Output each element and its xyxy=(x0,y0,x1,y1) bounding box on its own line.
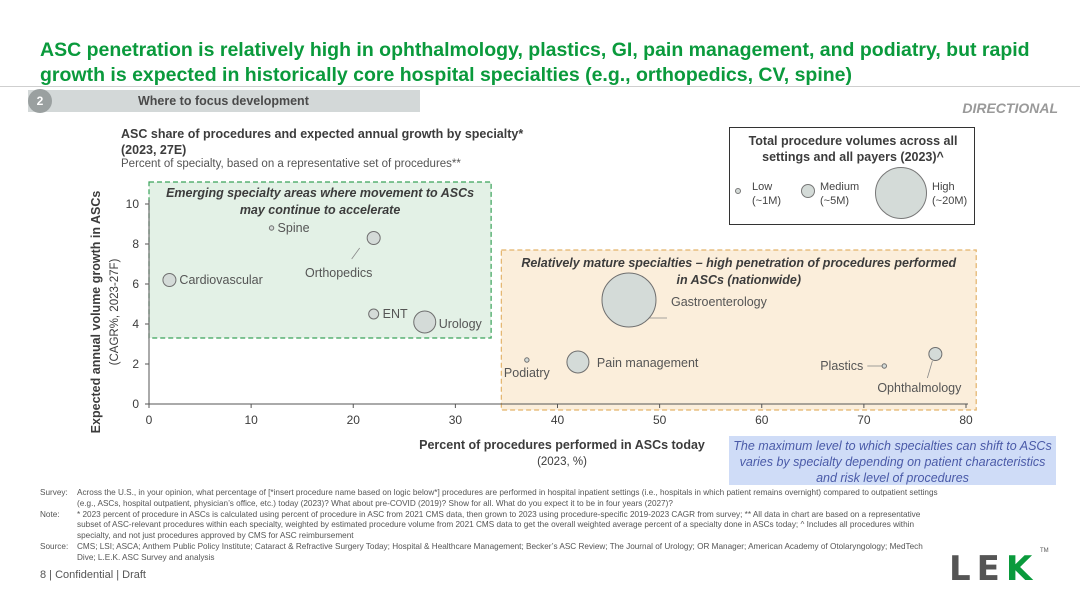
x-tick-label: 50 xyxy=(653,413,667,427)
x-axis-subtitle: (2023, %) xyxy=(537,456,587,468)
footnote-note: Note: * 2023 percent of procedure in ASCs… xyxy=(40,509,921,541)
bubble-label-pain-management: Pain management xyxy=(597,356,699,370)
legend-medium-bubble xyxy=(801,184,815,198)
region-emerging-label-line1: Emerging specialty areas where movement … xyxy=(166,186,474,200)
y-tick-label: 10 xyxy=(126,197,140,211)
bubble-ophthalmology xyxy=(928,347,943,361)
callout-note: The maximum level to which specialties c… xyxy=(729,436,1056,485)
bubble-podiatry xyxy=(524,357,530,363)
bubble-plastics xyxy=(881,363,887,369)
bubble-cardiovascular xyxy=(162,273,177,287)
lek-logo: LEK xyxy=(949,549,1039,589)
chart-title: ASC share of procedures and expected ann… xyxy=(121,126,523,158)
chart-title-line2: (2023, 27E) xyxy=(121,143,187,157)
y-axis-title: Expected annual volume growth in ASCs xyxy=(89,191,103,434)
x-tick-label: 10 xyxy=(244,413,258,427)
page-footer: 8 | Confidential | Draft xyxy=(40,569,146,581)
bubble-label-plastics: Plastics xyxy=(820,359,863,373)
bubble-label-spine: Spine xyxy=(278,221,310,235)
footnote-survey: Survey: Across the U.S., in your opinion,… xyxy=(40,488,938,508)
legend-low-label: Low (~1M) xyxy=(752,181,782,207)
leader-line-orthopedics xyxy=(351,247,360,260)
bubble-label-podiatry: Podiatry xyxy=(504,366,551,380)
legend-title: Total procedure volumes across all setti… xyxy=(748,134,958,164)
slide-headline: ASC penetration is relatively high in op… xyxy=(40,39,1030,86)
legend-low-bubble xyxy=(735,188,741,194)
region-mature-label-line1: Relatively mature specialties – high pen… xyxy=(521,256,956,270)
y-tick-label: 0 xyxy=(132,397,139,411)
region-emerging xyxy=(148,181,492,339)
y-axis-subtitle: (CAGR%, 2023-27F) xyxy=(109,258,121,365)
leader-line-ophthalmology xyxy=(926,360,933,379)
header-divider xyxy=(0,86,1080,87)
section-bar xyxy=(28,90,420,112)
legend-high-bubble xyxy=(875,167,927,219)
bubble-urology xyxy=(413,310,437,334)
x-tick-label: 20 xyxy=(347,413,361,427)
x-tick-label: 0 xyxy=(146,413,153,427)
x-tick-label: 80 xyxy=(959,413,973,427)
bubble-gastroenterology xyxy=(601,272,657,328)
x-tick-label: 60 xyxy=(755,413,769,427)
bubble-label-cardiovascular: Cardiovascular xyxy=(179,273,262,287)
directional-tag: DIRECTIONAL xyxy=(962,100,1058,116)
legend-high-label: High (~20M) xyxy=(932,181,968,207)
legend-medium-label: Medium (~5M) xyxy=(820,181,860,207)
x-axis-title: Percent of procedures performed in ASCs … xyxy=(419,438,705,452)
footnotes: Survey: Across the U.S., in your opinion,… xyxy=(40,488,940,564)
bubble-spine xyxy=(268,225,275,231)
x-tick-label: 30 xyxy=(449,413,463,427)
bubble-label-orthopedics: Orthopedics xyxy=(305,266,372,280)
bubble-label-urology: Urology xyxy=(439,317,483,331)
volume-legend: Total procedure volumes across all setti… xyxy=(729,127,975,225)
y-tick-label: 8 xyxy=(132,237,139,251)
chart-subtitle: Percent of specialty, based on a represe… xyxy=(121,158,461,170)
x-tick-label: 70 xyxy=(857,413,871,427)
logo-trademark: TM xyxy=(1040,548,1049,554)
bubble-orthopedics xyxy=(366,231,381,245)
section-number: 2 xyxy=(28,89,52,113)
region-emerging-label-line2: may continue to accelerate xyxy=(240,203,401,217)
bubble-label-ent: ENT xyxy=(383,307,408,321)
y-tick-label: 4 xyxy=(132,317,139,331)
y-tick-label: 2 xyxy=(132,357,139,371)
region-mature xyxy=(500,249,977,411)
bubble-ent xyxy=(368,308,380,320)
y-tick-label: 6 xyxy=(132,277,139,291)
region-mature-label-line2: in ASCs (nationwide) xyxy=(676,273,801,287)
bubble-label-gastroenterology: Gastroenterology xyxy=(671,295,768,309)
footnote-source: Source: CMS; LSI; ASCA; Anthem Public Pol… xyxy=(40,541,923,562)
bubble-label-ophthalmology: Ophthalmology xyxy=(877,381,962,395)
bubble-pain-management xyxy=(566,350,590,374)
chart-title-line1: ASC share of procedures and expected ann… xyxy=(121,127,524,141)
x-tick-label: 40 xyxy=(551,413,565,427)
section-label: Where to focus development xyxy=(138,94,309,108)
